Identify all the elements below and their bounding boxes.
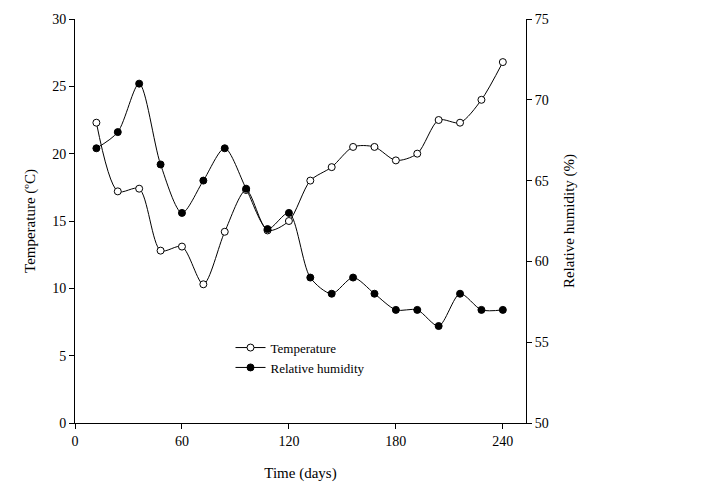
svg-text:Temperature (ºC): Temperature (ºC) (22, 169, 39, 273)
svg-text:60: 60 (535, 254, 549, 269)
svg-text:0: 0 (72, 434, 79, 449)
svg-text:Relative humidity: Relative humidity (271, 361, 365, 376)
svg-text:30: 30 (52, 12, 66, 27)
svg-text:10: 10 (52, 281, 66, 296)
svg-text:65: 65 (535, 174, 549, 189)
svg-text:20: 20 (52, 147, 66, 162)
svg-text:120: 120 (278, 434, 299, 449)
svg-text:180: 180 (385, 434, 406, 449)
svg-text:75: 75 (535, 12, 549, 27)
svg-text:0: 0 (59, 416, 66, 431)
svg-text:60: 60 (175, 434, 189, 449)
svg-text:5: 5 (59, 349, 66, 364)
svg-text:25: 25 (52, 79, 66, 94)
svg-text:70: 70 (535, 93, 549, 108)
svg-text:240: 240 (492, 434, 513, 449)
svg-text:15: 15 (52, 214, 66, 229)
svg-text:Relative humidity (%): Relative humidity (%) (561, 154, 578, 288)
svg-text:Time (days): Time (days) (264, 465, 336, 482)
svg-text:Temperature: Temperature (271, 341, 337, 356)
svg-text:50: 50 (535, 416, 549, 431)
svg-text:55: 55 (535, 335, 549, 350)
